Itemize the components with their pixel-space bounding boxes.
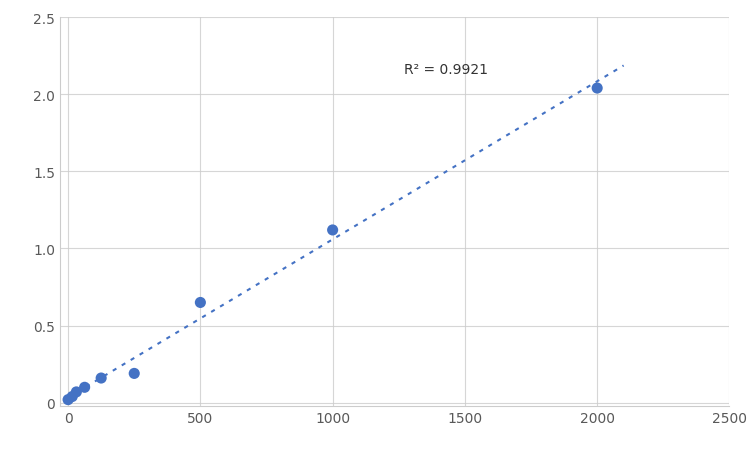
Point: [194, 299, 206, 306]
Text: R² = 0.9921: R² = 0.9921: [404, 63, 488, 77]
Point: [128, 370, 140, 377]
Point: [591, 85, 603, 92]
Point: [66, 393, 78, 400]
Point: [62, 396, 74, 403]
Point: [96, 375, 108, 382]
Point: [326, 227, 338, 234]
Point: [71, 388, 83, 396]
Point: [79, 384, 91, 391]
